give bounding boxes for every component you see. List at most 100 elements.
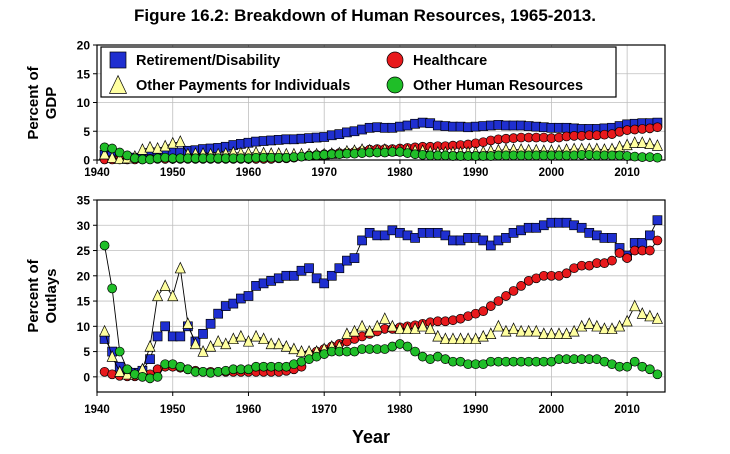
outlays-point-other-payments-for-individuals: [651, 312, 663, 324]
outlays-point-healthcare: [501, 291, 511, 301]
gdp-y-axis-title-line: Percent of: [25, 65, 42, 139]
gdp-xtick-label: 1980: [387, 167, 413, 179]
outlays-point-retirement-disability: [319, 278, 330, 289]
legend-label-other-human-resources: Other Human Resources: [413, 78, 583, 94]
outlays-point-healthcare: [652, 235, 663, 246]
outlays-point-retirement-disability: [501, 233, 511, 243]
outlays-point-retirement-disability: [357, 235, 367, 246]
outlays-point-other-payments-for-individuals: [417, 319, 429, 332]
outlays-ytick-label: 25: [77, 244, 91, 258]
outlays-point-other-payments-for-individuals: [629, 299, 641, 312]
gdp-y-axis-title: Percent ofGDP: [25, 65, 60, 139]
outlays-point-other-payments-for-individuals: [394, 322, 406, 334]
outlays-point-retirement-disability: [304, 263, 314, 274]
outlays-point-other-human-resources: [410, 346, 420, 357]
gdp-point-other-payments-for-individuals: [167, 136, 179, 149]
outlays-point-healthcare: [508, 286, 519, 296]
outlays-point-healthcare: [645, 245, 655, 256]
outlays-ytick-label: 20: [77, 269, 91, 283]
outlays-ytick-label: 30: [77, 219, 91, 233]
outlays-point-other-payments-for-individuals: [447, 332, 459, 345]
outlays-xtick-label: 1970: [311, 404, 337, 416]
outlays-point-other-payments-for-individuals: [167, 289, 179, 302]
outlays-ytick-label: 0: [83, 370, 90, 384]
gdp-point-other-payments-for-individuals: [106, 151, 118, 163]
outlays-point-other-payments-for-individuals: [106, 350, 118, 362]
outlays-point-other-payments-for-individuals: [621, 314, 633, 327]
outlays-point-other-payments-for-individuals: [288, 342, 300, 355]
gdp-point-other-payments-for-individuals: [644, 137, 656, 149]
outlays-ytick-label: 15: [77, 295, 91, 309]
outlays-point-other-human-resources: [107, 283, 117, 294]
figure-title: Figure 16.2: Breakdown of Human Resource…: [133, 6, 596, 25]
outlays-ytick-label: 35: [77, 194, 91, 208]
outlays-point-retirement-disability: [410, 233, 420, 243]
outlays-xtick-label: 2000: [539, 404, 565, 416]
outlays-point-retirement-disability: [652, 215, 663, 226]
gdp-xtick-label: 1950: [160, 167, 186, 179]
outlays-point-other-payments-for-individuals: [356, 319, 368, 332]
outlays-point-retirement-disability: [205, 318, 216, 329]
outlays-xtick-label: 1960: [236, 404, 262, 416]
outlays-point-retirement-disability: [478, 235, 489, 246]
outlays-point-other-human-resources: [152, 371, 163, 382]
gdp-point-healthcare: [652, 122, 663, 133]
gdp-ytick-label: 5: [83, 125, 90, 139]
gdp-point-other-payments-for-individuals: [144, 140, 156, 153]
gdp-point-other-payments-for-individuals: [136, 143, 148, 155]
gdp-xtick-label: 1960: [236, 167, 262, 179]
outlays-point-retirement-disability: [326, 270, 337, 281]
gdp-point-other-payments-for-individuals: [114, 152, 126, 164]
outlays-point-other-payments-for-individuals: [545, 327, 557, 339]
outlays-point-other-payments-for-individuals: [530, 324, 542, 337]
outlays-point-other-payments-for-individuals: [598, 322, 610, 334]
outlays-point-other-payments-for-individuals: [174, 261, 186, 274]
outlays-point-retirement-disability: [485, 240, 496, 251]
outlays-point-other-payments-for-individuals: [538, 327, 550, 339]
outlays-point-other-payments-for-individuals: [212, 334, 224, 347]
outlays-point-retirement-disability: [440, 230, 451, 241]
gdp-point-other-human-resources: [107, 143, 117, 154]
outlays-point-other-payments-for-individuals: [386, 319, 398, 332]
gdp-xtick-label: 2010: [614, 167, 640, 179]
outlays-point-other-payments-for-individuals: [553, 327, 565, 339]
outlays-point-healthcare: [614, 248, 625, 258]
outlays-point-healthcare: [622, 253, 632, 263]
outlays-point-other-human-resources: [122, 364, 133, 375]
outlays-point-other-payments-for-individuals: [379, 312, 391, 324]
gdp-xtick-label: 1940: [84, 167, 110, 179]
outlays-point-other-payments-for-individuals: [485, 327, 497, 339]
outlays-y-axis-title: Percent ofOutlays: [25, 258, 60, 332]
outlays-xtick-label: 1940: [84, 404, 110, 416]
outlays-point-other-payments-for-individuals: [424, 322, 436, 334]
outlays-point-retirement-disability: [576, 222, 587, 233]
outlays-point-retirement-disability: [289, 270, 299, 281]
gdp-point-other-payments-for-individuals: [651, 139, 663, 151]
outlays-point-other-human-resources: [114, 346, 125, 357]
outlays-point-other-payments-for-individuals: [371, 319, 383, 332]
outlays-ytick-label: 5: [83, 345, 90, 359]
outlays-point-other-payments-for-individuals: [258, 332, 270, 345]
outlays-point-retirement-disability: [175, 331, 186, 342]
outlays-plot-frame: [96, 199, 666, 393]
outlays-point-other-payments-for-individuals: [523, 324, 535, 337]
outlays-point-other-payments-for-individuals: [182, 317, 194, 329]
gdp-y-axis-title-line: GDP: [43, 87, 60, 120]
outlays-xtick-label: 1950: [160, 404, 186, 416]
legend-marker-other-human-resources: [386, 76, 404, 94]
outlays-point-other-payments-for-individuals: [507, 322, 520, 334]
outlays-point-other-payments-for-individuals: [152, 289, 164, 302]
outlays-point-retirement-disability: [334, 263, 345, 274]
gdp-xtick-label: 1970: [311, 167, 337, 179]
outlays-xtick-label: 1980: [387, 404, 413, 416]
outlays-point-other-payments-for-individuals: [636, 307, 648, 319]
outlays-point-other-payments-for-individuals: [189, 337, 202, 350]
outlays-point-other-payments-for-individuals: [432, 329, 444, 342]
outlays-point-other-payments-for-individuals: [515, 324, 527, 337]
outlays-point-healthcare: [478, 306, 489, 317]
outlays-xtick-label: 1990: [463, 404, 489, 416]
gdp-point-other-payments-for-individuals: [629, 136, 641, 148]
outlays-point-retirement-disability: [349, 253, 360, 263]
outlays-y-axis-title-line: Percent of: [25, 258, 42, 332]
